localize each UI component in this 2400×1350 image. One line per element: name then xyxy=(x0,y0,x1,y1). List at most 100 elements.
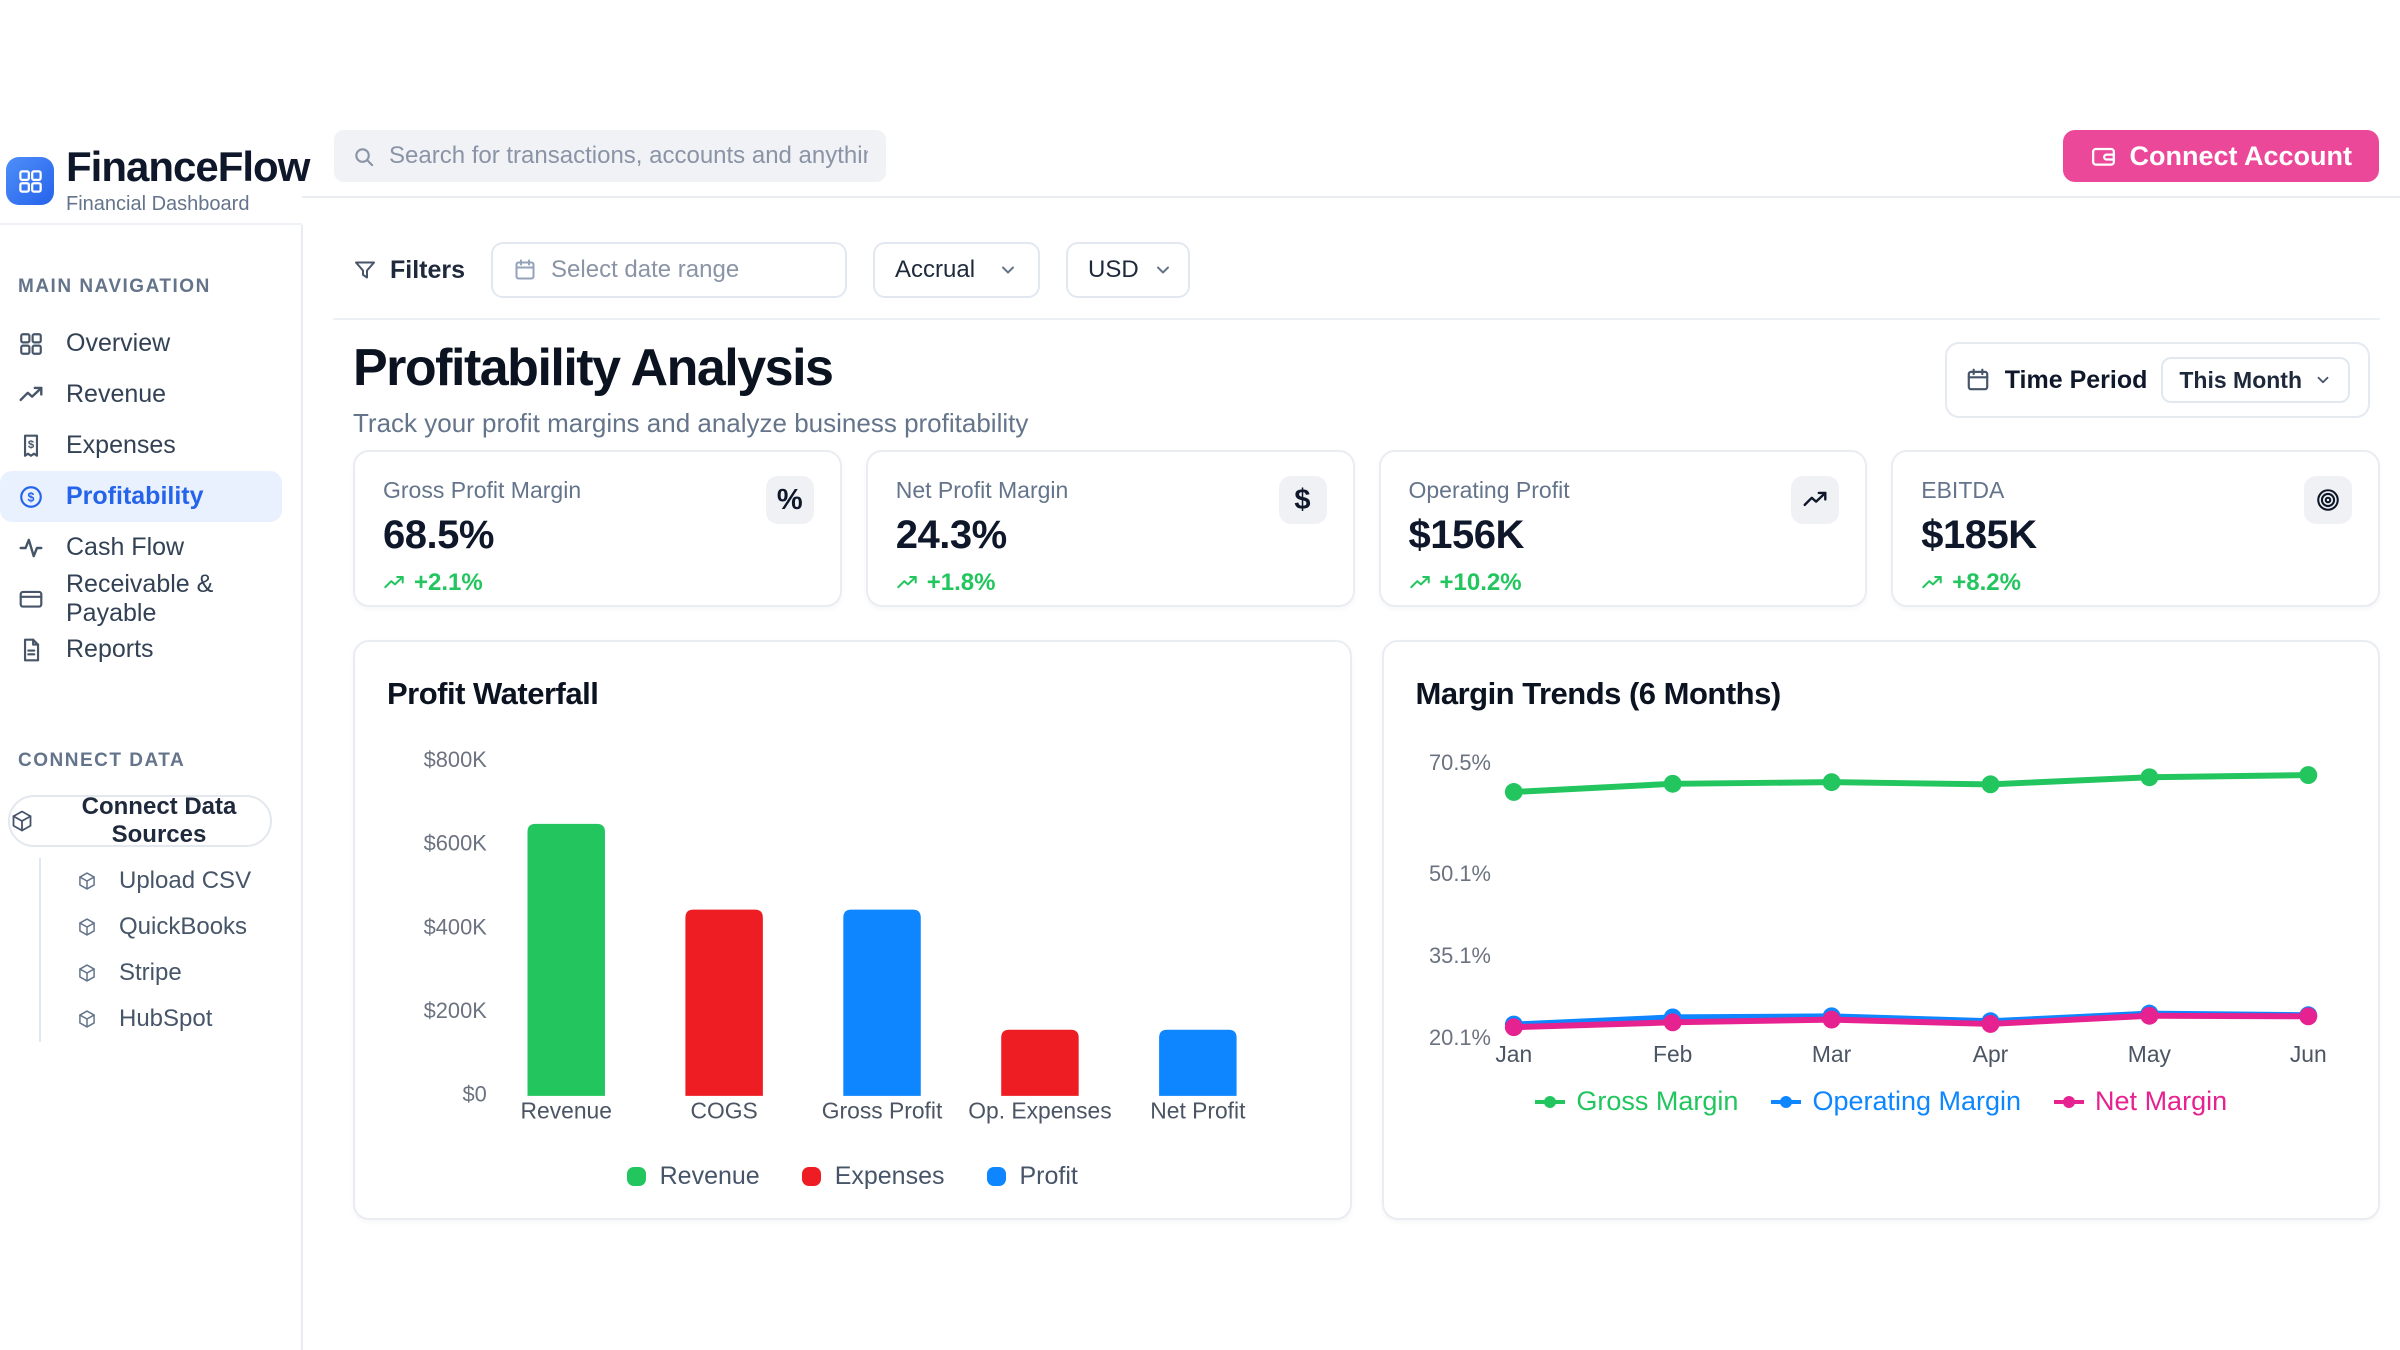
legend-label: Profit xyxy=(1019,1162,1078,1190)
currency-select[interactable]: USD xyxy=(1066,242,1191,298)
legend-item[interactable]: Net Margin xyxy=(2053,1086,2227,1117)
trending-up-icon xyxy=(383,572,405,594)
margin-trends-legend: Gross Margin Operating Margin Net Margin xyxy=(1384,1086,2379,1117)
svg-text:Mar: Mar xyxy=(1811,1041,1851,1067)
waterfall-legend: Revenue Expenses Profit xyxy=(355,1162,1350,1191)
profit-waterfall-chart: $800K $600K $400K $200K $0 Revenue COGS Gross P… xyxy=(424,747,1246,1124)
svg-text:May: May xyxy=(2127,1041,2171,1067)
search-input[interactable] xyxy=(389,142,868,170)
data-point[interactable] xyxy=(2298,1007,2317,1026)
legend-item[interactable]: Gross Margin xyxy=(1534,1086,1738,1117)
data-source-hubspot[interactable]: HubSpot xyxy=(41,996,251,1042)
target-icon xyxy=(2304,476,2352,524)
svg-text:35.1%: 35.1% xyxy=(1429,943,1491,968)
sidebar-item-profitability[interactable]: Profitability xyxy=(0,471,282,522)
kpi-card-gross-profit-margin: Gross Profit Margin 68.5% +2.1% % xyxy=(353,450,842,607)
data-point[interactable] xyxy=(1504,1018,1523,1037)
trending-up-icon xyxy=(1791,476,1840,524)
kpi-delta: +2.1% xyxy=(383,569,812,597)
svg-text:Apr: Apr xyxy=(1972,1041,2008,1067)
credit-card-icon xyxy=(18,586,44,612)
data-source-label: QuickBooks xyxy=(119,913,248,940)
waterfall-bar[interactable] xyxy=(527,823,605,1096)
chevron-down-icon xyxy=(2314,371,2332,389)
filters-button[interactable]: Filters xyxy=(353,256,465,285)
data-point[interactable] xyxy=(2139,768,2158,787)
connect-account-button[interactable]: Connect Account xyxy=(2062,130,2379,182)
legend-label: Expenses xyxy=(834,1162,945,1190)
svg-text:Jun: Jun xyxy=(2289,1041,2326,1067)
data-point[interactable] xyxy=(1981,1015,1999,1033)
chart-title: Margin Trends (6 Months) xyxy=(1415,676,1782,711)
sidebar-item-label: Overview xyxy=(66,329,171,357)
file-text-icon xyxy=(18,637,44,663)
margin-trends-chart: 70.5% 50.1% 35.1% 20.1%Jan Feb Mar Apr May Jun xyxy=(1429,750,2327,1067)
svg-text:$800K: $800K xyxy=(424,747,488,772)
kpi-value: $185K xyxy=(1921,513,2037,557)
sidebar-item-overview[interactable]: Overview xyxy=(0,318,302,369)
svg-text:$600K: $600K xyxy=(424,831,488,856)
connect-account-label: Connect Account xyxy=(2129,140,2353,171)
data-source-quickbooks[interactable]: QuickBooks xyxy=(41,904,251,950)
calendar-icon xyxy=(513,258,537,282)
app-title: FinanceFlow xyxy=(66,143,310,190)
time-period-select[interactable]: This Month xyxy=(2161,357,2350,403)
data-point[interactable] xyxy=(1663,774,1682,793)
waterfall-bar[interactable] xyxy=(685,909,763,1096)
data-source-stripe[interactable]: Stripe xyxy=(41,950,251,996)
connect-data-sources-button[interactable]: Connect Data Sources xyxy=(8,793,272,848)
data-source-upload-csv[interactable]: Upload CSV xyxy=(41,858,251,904)
brand-block: FinanceFlow Financial Dashboard xyxy=(0,0,310,225)
data-point[interactable] xyxy=(1663,1013,1682,1032)
svg-text:$200K: $200K xyxy=(424,998,488,1023)
main-navigation: Overview Revenue Expenses Profitability … xyxy=(0,318,302,675)
svg-text:Net Profit: Net Profit xyxy=(1150,1098,1246,1124)
sidebar-item-revenue[interactable]: Revenue xyxy=(0,369,302,420)
sidebar-divider xyxy=(301,225,303,1350)
waterfall-bar[interactable] xyxy=(1159,1029,1237,1096)
sidebar-item-label: Profitability xyxy=(66,482,204,510)
kpi-label: EBITDA xyxy=(1921,477,2005,503)
trending-up-icon xyxy=(1409,572,1431,594)
chevron-down-icon xyxy=(1153,260,1173,280)
accounting-basis-value: Accrual xyxy=(895,256,976,283)
date-range-input[interactable] xyxy=(551,256,826,284)
svg-text:50.1%: 50.1% xyxy=(1429,861,1491,886)
trend-line xyxy=(1510,772,2311,795)
sidebar-item-cash-flow[interactable]: Cash Flow xyxy=(0,522,302,573)
filters-divider xyxy=(333,318,2380,320)
nav-section-header: MAIN NAVIGATION xyxy=(18,276,211,297)
data-point[interactable] xyxy=(1504,783,1523,801)
sidebar-item-reports[interactable]: Reports xyxy=(0,624,302,675)
profit-waterfall-card: Profit Waterfall $800K $600K $400K $200K $0 R… xyxy=(353,640,1352,1220)
data-point[interactable] xyxy=(2298,766,2317,785)
waterfall-bar[interactable] xyxy=(1001,1029,1079,1096)
sidebar-item-expenses[interactable]: Expenses xyxy=(0,420,302,471)
waterfall-bar[interactable] xyxy=(843,909,921,1096)
percent-icon: % xyxy=(765,476,814,524)
data-point[interactable] xyxy=(2139,1006,2158,1025)
kpi-card-net-profit-margin: Net Profit Margin 24.3% +1.8% $ xyxy=(865,450,1355,607)
sidebar-item-receivable-payable[interactable]: Receivable & Payable xyxy=(0,570,302,627)
receipt-icon xyxy=(18,433,44,459)
trending-up-icon xyxy=(896,572,918,594)
sidebar-item-label: Reports xyxy=(66,635,154,663)
cube-icon xyxy=(77,1009,97,1029)
sidebar-item-label: Revenue xyxy=(66,380,167,408)
legend-item[interactable]: Expenses xyxy=(801,1162,945,1191)
data-point[interactable] xyxy=(1981,775,1999,794)
header-divider xyxy=(302,196,2400,198)
legend-color-dot xyxy=(801,1167,821,1186)
data-point[interactable] xyxy=(1822,1010,1841,1029)
data-point[interactable] xyxy=(1822,773,1841,792)
global-search xyxy=(334,130,886,182)
connect-data-sources-label: Connect Data Sources xyxy=(81,793,237,848)
legend-item[interactable]: Profit xyxy=(986,1162,1078,1191)
accounting-basis-select[interactable]: Accrual xyxy=(873,242,1041,298)
legend-item[interactable]: Operating Margin xyxy=(1770,1086,2021,1117)
legend-line-marker xyxy=(2054,1095,2085,1108)
cube-icon xyxy=(77,963,97,983)
legend-label: Net Margin xyxy=(2095,1086,2228,1116)
legend-item[interactable]: Revenue xyxy=(626,1162,760,1191)
